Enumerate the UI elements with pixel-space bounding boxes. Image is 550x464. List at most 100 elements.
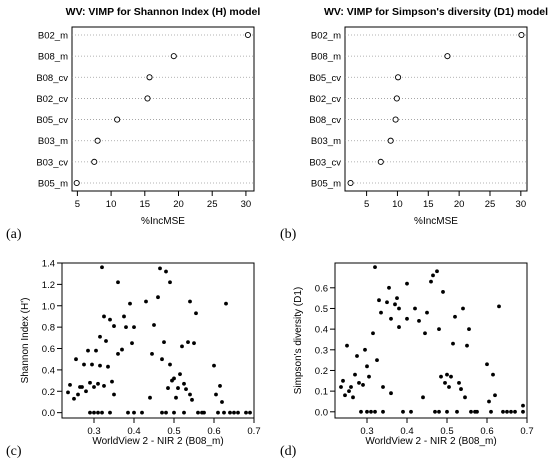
scatter-point (96, 410, 100, 415)
scatter-point (222, 410, 226, 415)
scatter-point (108, 317, 112, 322)
x-axis-label: WorldView 2 - NIR 2 (B08_m) (92, 436, 223, 447)
y-axis-label: Shannon Index (H') (20, 298, 31, 384)
x-tick-label: 25 (207, 199, 218, 210)
panel-c-scatter-shannon: 0.3 0.4 0.5 0.6 0.7 WorldView 2 - NIR 2 (B08_… (6, 259, 261, 460)
plot-frame (71, 26, 255, 192)
x-tick-label: 0.7 (520, 426, 533, 437)
vimp-point (395, 74, 402, 81)
vimp-point (146, 74, 153, 81)
scatter-point (363, 347, 367, 352)
vimp-point (444, 53, 451, 60)
scatter-point (349, 385, 353, 389)
scatter-point (74, 357, 78, 362)
scatter-point (126, 410, 130, 415)
scatter-point (192, 341, 196, 346)
scatter-point (196, 410, 200, 415)
x-tick-label: 0.4 (400, 426, 413, 437)
scatter-point (116, 351, 120, 356)
scatter-point (397, 325, 401, 329)
x-tick-label: 10 (106, 199, 117, 210)
scatter-point (86, 348, 90, 353)
scatter-point (413, 306, 417, 311)
scatter-point (457, 380, 461, 385)
scatter-point (447, 385, 451, 389)
vimp-point (91, 158, 98, 165)
y-tick-label: 1.4 (42, 259, 55, 270)
vimp-point (387, 137, 394, 144)
scatter-point (184, 387, 188, 392)
vimp-point (94, 137, 101, 144)
x-tick-label: 0.3 (87, 426, 100, 437)
plot-frame (344, 26, 528, 192)
scatter-point (182, 410, 186, 415)
scatter-point (467, 327, 471, 332)
scatter-point (98, 363, 102, 368)
scatter-point (172, 410, 176, 415)
y-tick-label: 0.4 (42, 365, 55, 376)
scatter-point (437, 327, 441, 332)
scatter-point (108, 410, 112, 415)
y-tick-label: 1.2 (42, 280, 55, 291)
scatter-point (160, 410, 164, 415)
x-tick-label: 0.5 (440, 426, 453, 437)
scatter-point (82, 362, 86, 367)
y-tick-label: 1.0 (42, 301, 55, 312)
scatter-point (94, 348, 98, 353)
scatter-point (425, 310, 429, 315)
scatter-point (369, 409, 373, 414)
scatter-point (423, 331, 427, 336)
scatter-point (455, 409, 459, 414)
scatter-point (72, 396, 76, 401)
category-label: B02_cv (36, 94, 68, 105)
category-label: B03_m (38, 136, 68, 147)
scatter-point (405, 316, 409, 321)
y-tick-label: 0.4 (315, 325, 328, 336)
x-axis-label: WorldView 2 - NIR 2 (B08_m) (365, 436, 496, 447)
scatter-point (365, 409, 369, 414)
category-label: B03_cv (309, 157, 341, 168)
scatter-point (449, 374, 453, 379)
scatter-point (381, 409, 385, 414)
scatter-point (445, 409, 449, 414)
scatter-point (339, 385, 343, 389)
y-tick-label: 0.3 (315, 345, 328, 356)
x-tick-label: 0.3 (360, 426, 373, 437)
scatter-point (182, 381, 186, 386)
scatter-point (345, 343, 349, 348)
x-tick-label: 10 (392, 199, 403, 210)
scatter-point (491, 372, 495, 377)
scatter-point (485, 362, 489, 367)
scatter-point (68, 382, 72, 387)
scatter-point (361, 383, 365, 387)
scatter-point (389, 316, 393, 321)
scatter-point (214, 392, 218, 397)
x-tick-label: 25 (485, 199, 496, 210)
vimp-point (377, 158, 384, 165)
vimp-point (347, 179, 354, 187)
scatter-point (373, 409, 377, 414)
x-tick-label: 20 (173, 199, 184, 210)
scatter-point (176, 386, 180, 390)
scatter-point (453, 314, 457, 319)
scatter-point (475, 409, 479, 414)
category-label: B02_cv (309, 94, 341, 105)
scatter-point (98, 334, 102, 339)
panel-label: (a) (6, 227, 22, 242)
vimp-point (392, 116, 399, 123)
scatter-point (130, 341, 134, 346)
scatter-point (80, 385, 84, 389)
chart-title: WV: VIMP for Simpson's diversity (D1) mo… (324, 6, 548, 18)
scatter-point (373, 265, 377, 270)
scatter-point (487, 399, 491, 404)
scatter-point (441, 290, 445, 294)
scatter-point (439, 374, 443, 379)
scatter-point (150, 351, 154, 356)
scatter-point (92, 385, 96, 389)
scatter-point (124, 325, 128, 330)
scatter-point (164, 269, 168, 274)
scatter-point (381, 385, 385, 389)
category-label: B08_m (38, 52, 68, 63)
scatter-point (188, 299, 192, 304)
scatter-point (90, 362, 94, 367)
